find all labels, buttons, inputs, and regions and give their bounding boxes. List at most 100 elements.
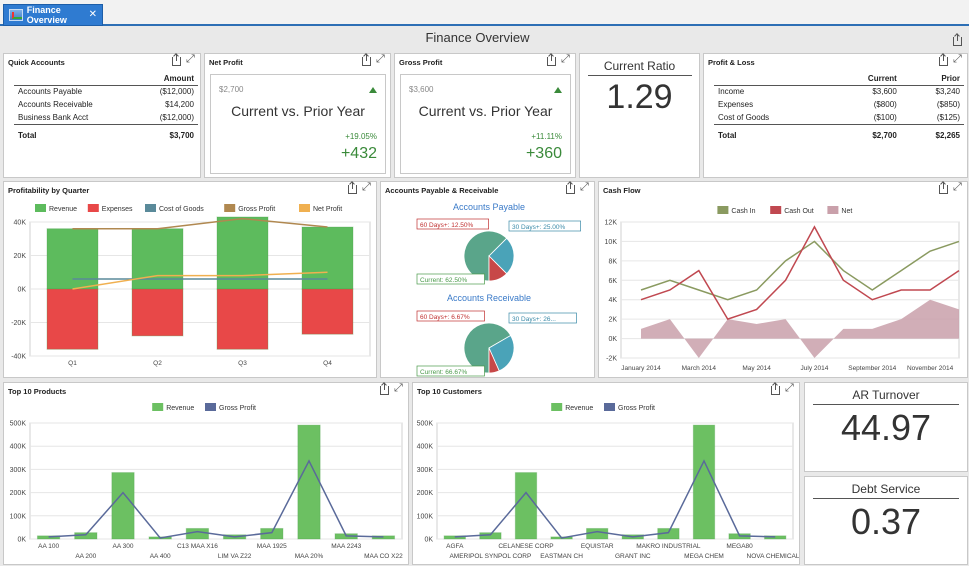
maximize-icon[interactable] (362, 181, 372, 194)
pie-label: 30 Days+: 25.00% (512, 224, 566, 231)
tab-finance-overview[interactable]: Finance Overview ✕ (3, 4, 103, 26)
legend-label: Net (841, 208, 852, 215)
bar (443, 535, 466, 540)
legend-label: Cash Out (784, 208, 814, 215)
export-icon[interactable] (362, 54, 371, 66)
quick-accounts-table: Amount Accounts Payable ($12,000) Account… (14, 72, 198, 146)
y-tick-label: 12K (605, 220, 618, 227)
series-line (48, 459, 384, 539)
maximize-icon[interactable] (186, 53, 196, 66)
table-row: Expenses ($800) ($850) (718, 100, 960, 109)
export-icon[interactable] (348, 182, 357, 194)
bar (216, 288, 269, 350)
legend-swatch (145, 204, 156, 212)
panel-title: Gross Profit (399, 58, 443, 67)
bar (301, 288, 354, 335)
pie-label-box (416, 310, 485, 322)
prior-value: $2,700 (219, 85, 244, 94)
card-title: Debt Service (851, 482, 921, 496)
y-tick-label: 10K (605, 239, 618, 246)
maximize-icon[interactable] (580, 181, 590, 194)
bar (185, 527, 210, 540)
export-icon[interactable] (939, 182, 948, 194)
maximize-icon[interactable] (376, 53, 386, 66)
cash-flow-panel: Cash Flow Cash In Cash Out Net 12K 10K 8K 6K 4K… (598, 181, 968, 378)
y-tick-label: 0K (17, 537, 26, 544)
net-profit-panel: Net Profit $2,700 Current vs. Prior Year… (204, 53, 391, 178)
legend-swatch (717, 206, 729, 214)
maximize-icon[interactable] (394, 382, 404, 395)
x-tick-label: Q3 (238, 360, 247, 367)
bar (371, 535, 396, 540)
up-arrow-icon (369, 87, 377, 93)
x-tick-label: GRANT INC (615, 553, 651, 560)
quick-accounts-panel: Quick Accounts Amount Accounts Payable($… (3, 53, 201, 178)
table-row: Cost of Goods ($100) ($125) (718, 112, 960, 122)
x-tick-label: AA 100 (38, 543, 59, 550)
ap-ar-chart: Accounts Payable Current: 62.50% 30 Days+:… (416, 202, 581, 377)
bar (46, 288, 99, 350)
export-icon[interactable] (939, 54, 948, 66)
x-tick-label: NOVA CHEMICALS (747, 553, 799, 560)
change-value: +360 (525, 145, 562, 162)
dashboard-title: Finance Overview (425, 30, 530, 45)
export-icon[interactable] (172, 54, 181, 66)
y-tick-label: 200K (10, 490, 27, 497)
pie-title: Accounts Receivable (447, 293, 531, 303)
pie-slice (488, 255, 508, 282)
y-tick-label: 40K (14, 220, 27, 227)
pie-label: Current: 62.50% (420, 277, 468, 284)
card-title: Current Ratio (603, 59, 676, 73)
legend-label: Expenses (102, 206, 133, 213)
top-products-chart: Revenue Gross Profit 500K 400K 300K 200K 100K 0… (10, 403, 403, 560)
y-tick-label: 0K (17, 287, 26, 294)
y-tick-label: -2K (606, 356, 617, 363)
x-tick-label: C13 MAA X16 (177, 543, 218, 550)
legend-swatch (35, 204, 46, 212)
x-tick-label: MAKRO INDUSTRIAL (636, 543, 701, 550)
legend-swatch (87, 204, 99, 212)
y-tick-label: 500K (417, 421, 434, 428)
change-percent: +11.11% (531, 132, 562, 141)
maximize-icon[interactable] (561, 53, 571, 66)
change-value: +432 (340, 145, 377, 162)
cash-flow-chart: Cash In Cash Out Net 12K 10K 8K 6K 4K 2K 0K -2K Jan… (605, 206, 960, 372)
export-icon[interactable] (566, 182, 575, 194)
export-icon[interactable] (547, 54, 556, 66)
maximize-icon[interactable] (953, 53, 963, 66)
pie-label-box (416, 273, 485, 285)
panel-title: Top 10 Products (8, 387, 67, 396)
bar (131, 228, 184, 290)
bar (297, 424, 321, 540)
x-tick-label: Q2 (153, 360, 162, 367)
total-row: Total $3,700 (14, 123, 198, 146)
divider (588, 75, 692, 76)
panel-title: Profitability by Quarter (8, 186, 90, 195)
x-tick-label: MEGA CHEM (684, 553, 724, 560)
legend-label: Revenue (565, 405, 593, 412)
x-tick-label: AMERIPOL SYNPOL CORP (449, 553, 531, 560)
maximize-icon[interactable] (953, 181, 963, 194)
legend-swatch (152, 403, 164, 411)
x-tick-label: EQUISTAR (581, 543, 614, 550)
export-icon[interactable] (380, 383, 389, 395)
legend-swatch (604, 403, 615, 411)
x-tick-label: Q1 (68, 360, 77, 367)
y-tick-label: 2K (608, 317, 617, 324)
bar (301, 226, 354, 290)
maximize-icon[interactable] (785, 382, 795, 395)
close-tab-icon[interactable]: ✕ (88, 9, 97, 20)
dashboard-export-icon[interactable] (953, 34, 962, 46)
x-tick-label: MAA 20% (295, 553, 324, 560)
y-tick-label: 400K (10, 444, 27, 451)
export-icon[interactable] (771, 383, 780, 395)
divider (813, 404, 959, 405)
series-line (640, 225, 960, 321)
y-tick-label: -40K (11, 354, 26, 361)
pie-title: Accounts Payable (453, 202, 525, 212)
x-tick-label: AGFA (446, 543, 464, 550)
x-tick-label: LIM VA Z22 (218, 553, 252, 560)
bar (586, 527, 609, 540)
x-tick-label: September 2014 (848, 365, 896, 372)
pie-label: Current: 66.67% (420, 369, 468, 376)
